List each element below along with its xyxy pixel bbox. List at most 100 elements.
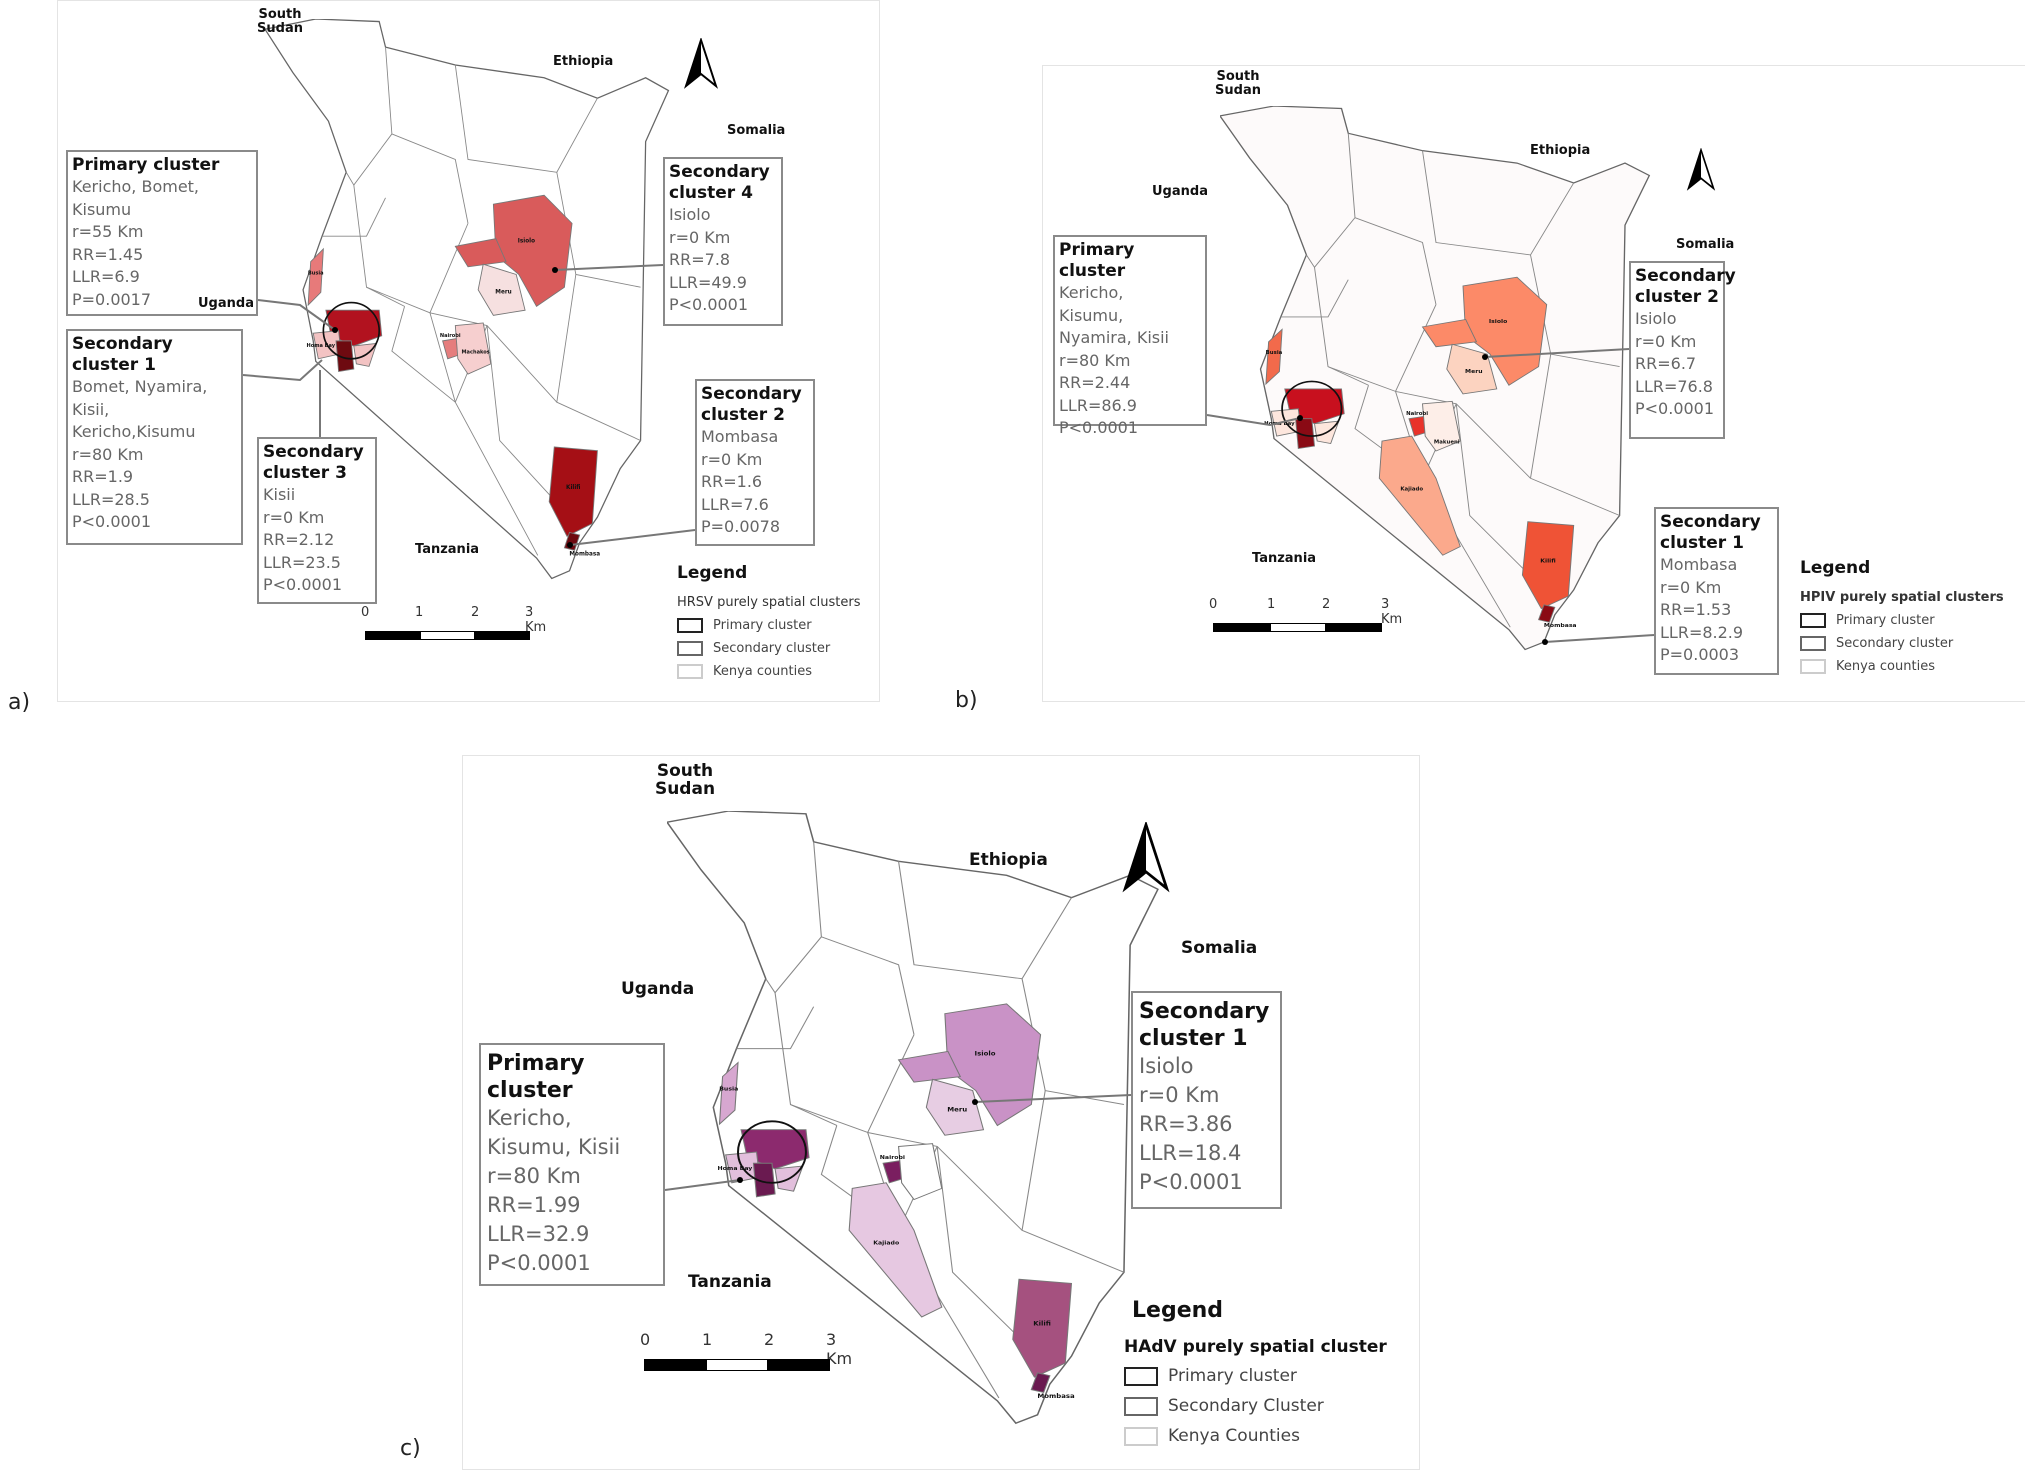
callout-line: LLR=18.4 bbox=[1139, 1141, 1242, 1165]
county-label-mombasa: Mombasa bbox=[1037, 1392, 1074, 1400]
county-label-meru: Meru bbox=[947, 1106, 967, 1114]
callout-line: Isiolo bbox=[1635, 309, 1677, 328]
callout-secondary-cluster-1: Secondary cluster 1 Bomet, Nyamira, Kisi… bbox=[66, 329, 243, 545]
callout-line: RR=3.86 bbox=[1139, 1112, 1233, 1136]
legend-swatch bbox=[1800, 636, 1826, 651]
county-samburu-strip bbox=[454, 238, 507, 268]
callout-secondary-cluster-2: Secondary cluster 2 Isiolo r=0 Km RR=6.7… bbox=[1629, 261, 1736, 439]
callout-line: r=0 Km bbox=[669, 227, 731, 247]
legend-item-primary: Primary cluster bbox=[1124, 1361, 1387, 1391]
legend-item-counties: Kenya Counties bbox=[1124, 1421, 1387, 1451]
legend-subtitle: HRSV purely spatial clusters bbox=[677, 595, 861, 610]
legend-swatch bbox=[1800, 613, 1826, 628]
county-busia bbox=[718, 1061, 739, 1126]
kenya-map-hadv: Isiolo Meru Kilifi Mombasa Homa Bay Nairobi Bu… bbox=[667, 811, 1159, 1425]
county-label-meru: Meru bbox=[1465, 369, 1482, 375]
callout-line: P<0.0001 bbox=[1139, 1170, 1243, 1194]
callout-line: Isiolo bbox=[669, 205, 711, 224]
callout-title: Secondary cluster 1 bbox=[1660, 512, 1761, 553]
country-label-ethiopia: Ethiopia bbox=[969, 850, 1048, 870]
county-label-nairobi: Nairobi bbox=[1406, 411, 1428, 417]
north-arrow-icon bbox=[684, 38, 718, 89]
county-boundary bbox=[454, 64, 598, 173]
callout-line: P=0.0017 bbox=[72, 289, 152, 309]
country-label-somalia: Somalia bbox=[1676, 237, 1735, 252]
callout-line: P<0.0001 bbox=[263, 575, 343, 594]
callout-title: Primary cluster bbox=[487, 1051, 585, 1103]
county-busia bbox=[307, 247, 324, 307]
county-boundary bbox=[821, 936, 915, 1035]
callout-line: RR=1.45 bbox=[72, 244, 144, 264]
callout-primary-cluster: Primary cluster Kericho, Bomet, Kisumu r… bbox=[66, 150, 258, 316]
scale-label: 0 bbox=[1209, 597, 1218, 612]
county-boundary bbox=[429, 312, 558, 403]
primary-cluster-circle bbox=[737, 1120, 807, 1184]
county-label-makueni: Makueni bbox=[1434, 440, 1460, 446]
legend-hrsv: Legend HRSV purely spatial clusters Prim… bbox=[677, 563, 860, 683]
kenya-map-hpiv: Isiolo Meru Kilifi Mombasa Homa Bay Nairobi Bu… bbox=[1220, 106, 1651, 651]
county-label-homa-bay: Homa Bay bbox=[718, 1166, 753, 1172]
callout-primary-cluster: Primary cluster Kericho, Kisumu, Nyamira… bbox=[1053, 235, 1207, 437]
scale-bar-c: 0 1 2 3 Km bbox=[640, 1330, 852, 1375]
callout-title: Primary cluster bbox=[1059, 240, 1135, 281]
callout-line: Kericho, Bomet, bbox=[72, 177, 200, 196]
legend-item-label: Primary cluster bbox=[713, 618, 812, 633]
country-label-south-sudan: South Sudan bbox=[654, 761, 716, 799]
county-label-isiolo: Isiolo bbox=[975, 1050, 996, 1058]
callout-line: Kericho,Kisumu bbox=[72, 422, 196, 441]
country-label-ethiopia: Ethiopia bbox=[1530, 143, 1591, 158]
legend-subtitle: HAdV purely spatial cluster bbox=[1124, 1337, 1387, 1357]
callout-secondary-cluster-4: Secondary cluster 4 Isiolo r=0 Km RR=7.8… bbox=[663, 157, 783, 326]
scale-label: 2 bbox=[1322, 597, 1331, 612]
callout-line: r=80 Km bbox=[72, 444, 144, 464]
county-label-machakos: Machakos bbox=[462, 350, 490, 356]
scale-label: 3 Km bbox=[525, 605, 547, 635]
county-samburu-strip bbox=[1421, 318, 1478, 348]
legend-item-counties: Kenya counties bbox=[1800, 655, 2004, 678]
panel-a-label: a) bbox=[8, 690, 31, 715]
callout-line: LLR=49.9 bbox=[669, 272, 747, 292]
country-label-uganda: Uganda bbox=[1152, 184, 1208, 199]
callout-line: P=0.0078 bbox=[701, 517, 781, 536]
county-label-meru: Meru bbox=[495, 290, 511, 296]
callout-line: P<0.0001 bbox=[1635, 399, 1715, 418]
country-label-south-sudan: South Sudan bbox=[1215, 69, 1261, 98]
scale-label: 0 bbox=[361, 605, 370, 620]
county-machakos-makueni bbox=[1421, 400, 1461, 452]
callout-line: RR=1.9 bbox=[72, 467, 134, 486]
north-arrow-icon bbox=[1686, 148, 1716, 191]
county-boundary bbox=[1280, 279, 1349, 318]
county-mombasa bbox=[1537, 604, 1556, 623]
callout-title: Secondary cluster 2 bbox=[1635, 266, 1736, 307]
county-boundary bbox=[391, 306, 456, 403]
callout-title: Secondary cluster 3 bbox=[263, 442, 364, 483]
county-kisii bbox=[752, 1162, 776, 1198]
callout-line: P=0.0003 bbox=[1660, 645, 1740, 664]
county-busia bbox=[1265, 328, 1283, 386]
panel-b-label: b) bbox=[955, 688, 978, 713]
county-boundary bbox=[1305, 133, 1356, 269]
legend-item-label: Secondary cluster bbox=[713, 641, 831, 656]
legend-item-label: Kenya counties bbox=[1836, 659, 1935, 674]
legend-swatch bbox=[1800, 659, 1826, 674]
scale-label: 2 bbox=[764, 1330, 775, 1349]
callout-line: RR=7.8 bbox=[669, 250, 731, 269]
country-label-uganda: Uganda bbox=[621, 979, 695, 999]
county-label-kajiado: Kajiado bbox=[873, 1240, 899, 1246]
county-label-kilifi: Kilifi bbox=[566, 485, 581, 491]
callout-line: RR=1.53 bbox=[1660, 600, 1732, 619]
country-label-tanzania: Tanzania bbox=[415, 542, 480, 557]
scale-label: 0 bbox=[640, 1330, 651, 1349]
callout-line: Isiolo bbox=[1139, 1054, 1194, 1078]
legend-item-primary: Primary cluster bbox=[677, 614, 860, 637]
callout-line: LLR=32.9 bbox=[487, 1222, 590, 1246]
callout-line: r=0 Km bbox=[1139, 1083, 1220, 1107]
callout-line: RR=2.44 bbox=[1059, 373, 1131, 392]
county-label-busia: Busia bbox=[1266, 350, 1283, 356]
county-boundary bbox=[898, 861, 1072, 980]
callout-title: Secondary cluster 4 bbox=[669, 162, 770, 203]
scale-label: 1 bbox=[415, 605, 424, 620]
panel-c-label: c) bbox=[400, 1436, 421, 1461]
legend-swatch bbox=[677, 641, 703, 656]
callout-line: P<0.0001 bbox=[72, 512, 152, 531]
